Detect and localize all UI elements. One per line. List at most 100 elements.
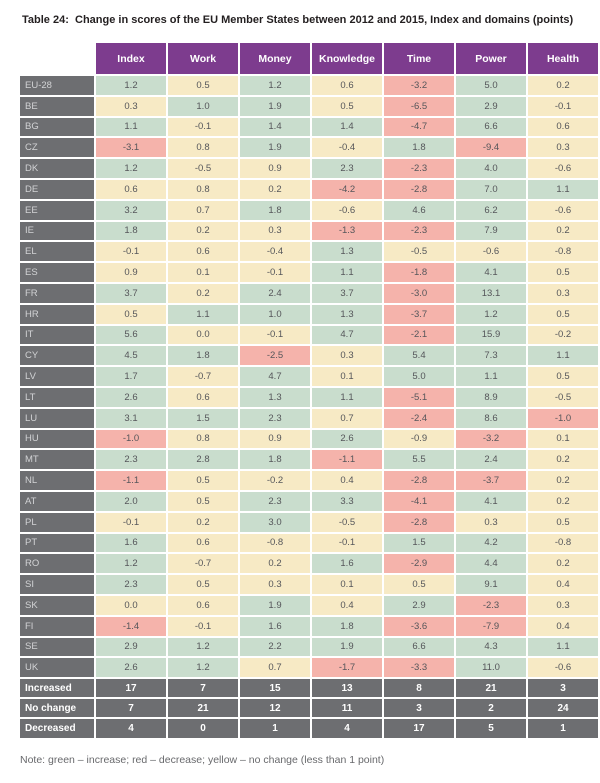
row-label: MT: [20, 450, 94, 470]
table-cell: -1.0: [96, 429, 166, 449]
table-cell: 4.5: [96, 346, 166, 366]
column-header: Knowledge: [312, 43, 382, 74]
row-label: SK: [20, 595, 94, 615]
table-cell: 0.3: [96, 96, 166, 116]
table-cell: 0.4: [528, 616, 598, 636]
table-cell: 0.7: [168, 200, 238, 220]
table-cell: -0.6: [528, 658, 598, 678]
table-cell: 0.3: [312, 346, 382, 366]
table-cell: -3.6: [384, 616, 454, 636]
table-cell: 0.2: [168, 221, 238, 241]
table-cell: 4.6: [384, 200, 454, 220]
table-cell: 3.7: [96, 283, 166, 303]
row-label: ES: [20, 263, 94, 282]
table-cell: -0.5: [312, 512, 382, 532]
table-cell: 2.3: [96, 450, 166, 470]
table-cell: 8.6: [456, 408, 526, 428]
row-label: PL: [20, 512, 94, 532]
table-cell: -0.8: [528, 242, 598, 262]
summary-cell: 11: [312, 699, 382, 718]
table-cell: 1.9: [312, 637, 382, 657]
table-cell: 0.5: [528, 263, 598, 282]
summary-cell: 1: [240, 719, 310, 738]
table-cell: 1.8: [240, 450, 310, 470]
table-cell: 0.5: [528, 367, 598, 386]
table-cell: 11.0: [456, 658, 526, 678]
table-cell: -3.7: [384, 304, 454, 324]
table-cell: 1.8: [384, 138, 454, 158]
table-cell: 5.5: [384, 450, 454, 470]
table-cell: 2.3: [96, 575, 166, 594]
row-label: EL: [20, 242, 94, 262]
table-cell: -2.8: [384, 179, 454, 199]
table-cell: 0.6: [168, 533, 238, 553]
summary-cell: 5: [456, 719, 526, 738]
table-cell: 3.1: [96, 408, 166, 428]
summary-cell: 17: [96, 679, 166, 698]
table-cell: 0.2: [168, 512, 238, 532]
table-cell: -4.2: [312, 179, 382, 199]
table-cell: 6.6: [384, 637, 454, 657]
table-cell: 5.0: [384, 367, 454, 386]
table-cell: 0.6: [168, 387, 238, 407]
table-cell: 0.2: [528, 554, 598, 574]
table-cell: 1.1: [456, 367, 526, 386]
table-cell: 0.1: [312, 367, 382, 386]
table-cell: 4.3: [456, 637, 526, 657]
summary-cell: 1: [528, 719, 598, 738]
table-cell: 0.3: [528, 283, 598, 303]
table-cell: -0.6: [456, 242, 526, 262]
table-corner: [20, 43, 94, 74]
table-cell: 1.3: [312, 242, 382, 262]
table-cell: -0.6: [312, 200, 382, 220]
row-label: NL: [20, 471, 94, 490]
table-cell: 1.2: [96, 76, 166, 95]
table-cell: 2.6: [96, 387, 166, 407]
table-cell: 0.2: [528, 450, 598, 470]
table-cell: -0.4: [312, 138, 382, 158]
row-label: DE: [20, 179, 94, 199]
table-cell: 0.5: [168, 76, 238, 95]
table-cell: 2.9: [96, 637, 166, 657]
row-label: LU: [20, 408, 94, 428]
table-cell: 0.4: [312, 471, 382, 490]
table-cell: 5.0: [456, 76, 526, 95]
table-cell: -0.1: [168, 117, 238, 137]
table-cell: 1.4: [240, 117, 310, 137]
table-cell: 4.7: [312, 325, 382, 345]
table-cell: 4.0: [456, 159, 526, 178]
table-cell: -3.0: [384, 283, 454, 303]
table-cell: 1.6: [96, 533, 166, 553]
summary-row-label: No change: [20, 699, 94, 718]
table-cell: 0.5: [168, 575, 238, 594]
table-cell: -0.2: [240, 471, 310, 490]
summary-cell: 0: [168, 719, 238, 738]
table-cell: 0.5: [384, 575, 454, 594]
summary-cell: 4: [96, 719, 166, 738]
column-header: Power: [456, 43, 526, 74]
table-cell: 1.0: [168, 96, 238, 116]
table-cell: 2.4: [240, 283, 310, 303]
table-cell: 0.1: [168, 263, 238, 282]
table-cell: -4.7: [384, 117, 454, 137]
row-label: EE: [20, 200, 94, 220]
table-cell: 0.5: [528, 304, 598, 324]
table-cell: -1.0: [528, 408, 598, 428]
table-cell: 2.2: [240, 637, 310, 657]
table-cell: 7.0: [456, 179, 526, 199]
table-cell: 1.2: [96, 554, 166, 574]
row-label: SI: [20, 575, 94, 594]
row-label: FI: [20, 616, 94, 636]
column-header: Time: [384, 43, 454, 74]
row-label: LV: [20, 367, 94, 386]
table-cell: -2.9: [384, 554, 454, 574]
summary-cell: 24: [528, 699, 598, 718]
table-cell: 1.8: [240, 200, 310, 220]
table-cell: 1.1: [528, 346, 598, 366]
table-cell: 0.5: [96, 304, 166, 324]
table-cell: 1.3: [240, 387, 310, 407]
summary-cell: 4: [312, 719, 382, 738]
table-cell: -0.7: [168, 554, 238, 574]
table-cell: -0.1: [312, 533, 382, 553]
